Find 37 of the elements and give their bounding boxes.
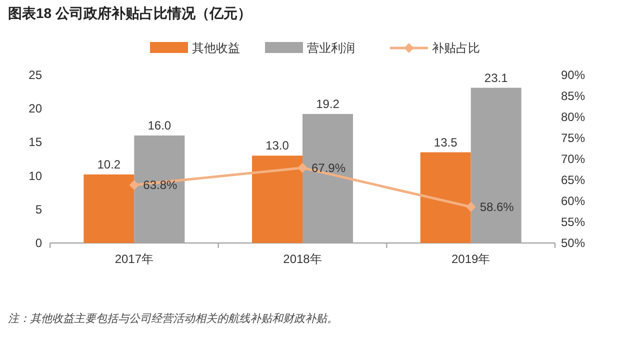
legend-label: 补贴占比 bbox=[432, 41, 480, 55]
point bbox=[129, 180, 140, 190]
legend-label: 营业利润 bbox=[307, 41, 355, 55]
y-tick-label: 5 bbox=[35, 202, 42, 216]
data-label: 16.0 bbox=[148, 118, 172, 132]
y-tick-label: 25 bbox=[28, 68, 42, 82]
y2-tick-label: 65% bbox=[561, 173, 586, 187]
y-tick-label: 20 bbox=[28, 102, 42, 116]
y2-tick-label: 55% bbox=[561, 215, 586, 229]
bar bbox=[252, 156, 302, 243]
bar bbox=[84, 174, 134, 243]
point bbox=[298, 162, 308, 173]
data-label: 23.1 bbox=[484, 70, 508, 85]
y2-tick-label: 60% bbox=[561, 194, 586, 208]
y2-tick-label: 75% bbox=[561, 131, 586, 145]
y-tick-label: 15 bbox=[28, 135, 42, 150]
data-label: 13.0 bbox=[266, 138, 290, 153]
chart-title: 图表18 公司政府补贴占比情况（亿元） bbox=[8, 5, 252, 21]
y2-tick-label: 80% bbox=[561, 110, 586, 124]
bar bbox=[420, 152, 471, 243]
y2-tick-label: 90% bbox=[561, 68, 586, 82]
data-label: 67.9% bbox=[312, 160, 346, 175]
y-tick-label: 0 bbox=[35, 236, 42, 250]
y-tick-label: 10 bbox=[28, 168, 42, 183]
y2-tick-label: 85% bbox=[561, 89, 586, 103]
y2-tick-label: 50% bbox=[561, 236, 586, 250]
legend-label: 其他收益 bbox=[192, 41, 240, 55]
x-tick-label: 2018年 bbox=[283, 252, 322, 266]
text: 注：其他收益主要包括与公司经营活动相关的航线补贴和财政补贴。 bbox=[8, 312, 338, 325]
data-label: 19.2 bbox=[316, 96, 340, 111]
x-tick-label: 2017年 bbox=[114, 252, 154, 266]
data-label: 10.2 bbox=[97, 157, 121, 172]
point bbox=[466, 202, 476, 212]
data-label: 58.6% bbox=[480, 200, 514, 214]
x-tick-label: 2019年 bbox=[451, 252, 490, 266]
data-label: 13.5 bbox=[434, 135, 458, 150]
y2-tick-label: 70% bbox=[561, 152, 586, 166]
